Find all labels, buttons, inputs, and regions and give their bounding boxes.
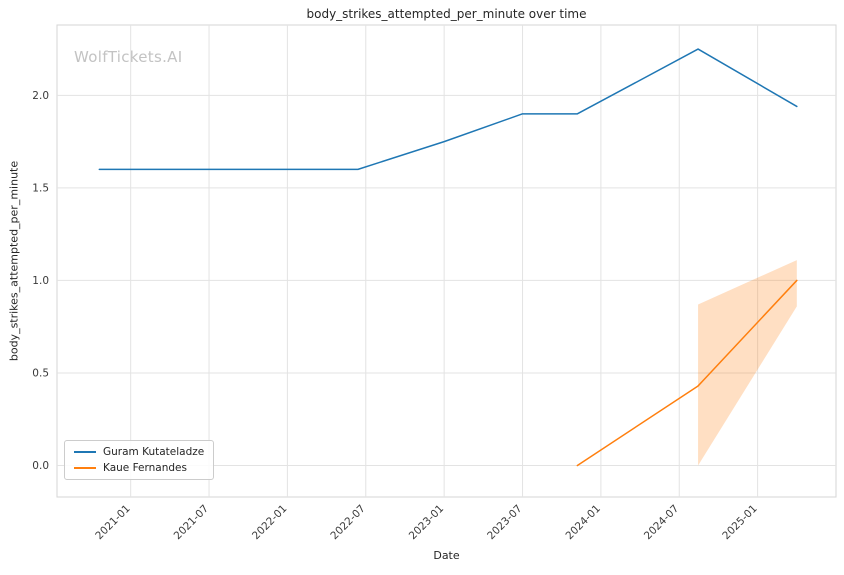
x-tick-label: 2021-07 [172, 503, 212, 543]
legend: Guram Kutateladze Kaue Fernandes [64, 440, 215, 480]
y-tick-label: 0.5 [32, 367, 49, 379]
series-line-1 [576, 279, 798, 467]
y-tick-label: 1.5 [32, 182, 49, 194]
x-axis-label: Date [433, 549, 460, 562]
x-tick-label: 2023-01 [407, 503, 447, 543]
x-tick-label: 2025-01 [720, 503, 760, 543]
legend-label: Kaue Fernandes [103, 462, 187, 474]
y-tick-label: 2.0 [32, 90, 49, 102]
y-tick-label: 1.0 [32, 275, 49, 287]
x-tick-label: 2023-07 [485, 503, 525, 543]
legend-item-kaue-fernandes: Kaue Fernandes [74, 462, 204, 474]
x-tick-label: 2024-01 [564, 503, 604, 543]
watermark: WolfTickets.AI [74, 48, 183, 66]
y-axis-label: body_strikes_attempted_per_minute [7, 160, 21, 362]
x-tick-label: 2022-07 [328, 503, 368, 543]
series-line-0 [98, 48, 798, 171]
plot-background [56, 24, 837, 498]
legend-item-guram-kutateladze: Guram Kutateladze [74, 446, 204, 458]
legend-line-swatch [74, 467, 96, 469]
legend-label: Guram Kutateladze [103, 446, 205, 458]
x-tick-label: 2021-01 [93, 503, 133, 543]
y-tick-label: 0.0 [32, 460, 49, 472]
confidence-band-series-1 [698, 260, 797, 466]
legend-line-swatch [74, 451, 96, 453]
x-tick-label: 2024-07 [642, 503, 682, 543]
x-tick-label: 2022-01 [250, 503, 290, 543]
chart-title: body_strikes_attempted_per_minute over t… [306, 7, 587, 21]
